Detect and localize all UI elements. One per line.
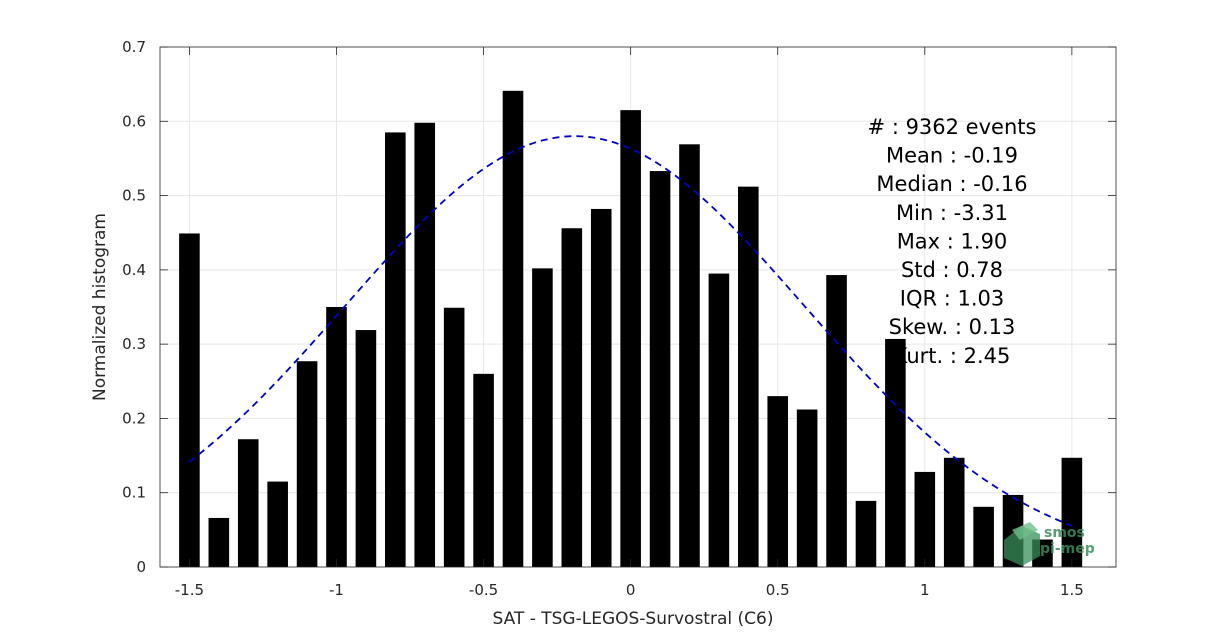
histogram-bar bbox=[385, 132, 406, 567]
x-tick-label: -1 bbox=[329, 581, 344, 599]
histogram-bar bbox=[885, 338, 906, 567]
stat-line: # : 9362 events bbox=[868, 115, 1037, 139]
logo-mark-highlight-icon bbox=[1012, 522, 1038, 540]
histogram-bar bbox=[796, 409, 818, 567]
axis-ticks: -1.5 -1 -0.5 0 0.5 1 1.5 0 0.1 0.2 0.3 0.4 0.5 0.6 0.7 bbox=[122, 38, 1116, 599]
stat-line: Min : -3.31 bbox=[896, 201, 1008, 225]
logo-text-top: smos bbox=[1044, 525, 1085, 541]
histogram-bar bbox=[620, 110, 641, 568]
histogram-bar bbox=[443, 307, 465, 567]
x-tick-label: 1.5 bbox=[1060, 581, 1084, 599]
x-tick-label: 0 bbox=[626, 581, 636, 599]
stats-box: # : 9362 events Mean : -0.19 Median : -0.1… bbox=[868, 115, 1037, 368]
histogram-bar bbox=[414, 122, 436, 568]
y-tick-label: 0 bbox=[136, 558, 146, 576]
histogram-bar bbox=[943, 457, 965, 567]
histogram-bar bbox=[355, 330, 377, 567]
histogram-bar bbox=[179, 233, 200, 567]
y-tick-label: 0.4 bbox=[122, 261, 146, 279]
y-tick-label: 0.3 bbox=[122, 335, 146, 353]
histogram-bar bbox=[914, 471, 936, 567]
stat-line: Std : 0.78 bbox=[901, 258, 1003, 282]
stat-line: Skew. : 0.13 bbox=[889, 315, 1016, 339]
x-tick-label: -0.5 bbox=[469, 581, 498, 599]
stat-line: Kurt. : 2.45 bbox=[894, 344, 1011, 368]
stat-line: IQR : 1.03 bbox=[900, 287, 1005, 311]
histogram-bar bbox=[855, 500, 877, 567]
histogram-bar bbox=[679, 144, 700, 568]
histogram-bar bbox=[473, 373, 494, 567]
histogram-bar bbox=[826, 275, 847, 567]
logo-mark-icon bbox=[1004, 526, 1040, 566]
normal-fit-curve bbox=[188, 135, 1073, 527]
histogram-bar bbox=[973, 506, 994, 567]
histogram-bar bbox=[237, 439, 259, 567]
bars bbox=[179, 90, 1083, 568]
stat-line: Max : 1.90 bbox=[897, 229, 1008, 253]
histogram-bar bbox=[502, 90, 524, 567]
histogram-bar bbox=[532, 268, 553, 567]
histogram-bar bbox=[649, 171, 671, 568]
y-tick-label: 0.1 bbox=[122, 484, 146, 502]
x-axis-label: SAT - TSG-LEGOS-Survostral (C6) bbox=[493, 609, 774, 629]
histogram-bar bbox=[708, 273, 730, 567]
stat-line: Mean : -0.19 bbox=[886, 144, 1018, 168]
y-tick-label: 0.2 bbox=[122, 409, 146, 427]
y-tick-label: 0.6 bbox=[122, 112, 146, 130]
histogram-bar bbox=[326, 307, 347, 567]
histogram-bar bbox=[1061, 457, 1083, 567]
histogram-bar bbox=[296, 361, 318, 567]
y-tick-label: 0.5 bbox=[122, 187, 146, 205]
histogram-bar bbox=[738, 186, 759, 567]
histogram-bar bbox=[767, 396, 789, 567]
histogram-bar bbox=[208, 517, 230, 567]
logo-text-bottom: pi-mep bbox=[1040, 541, 1095, 557]
histogram-bar bbox=[590, 208, 612, 567]
histogram-bar bbox=[561, 228, 583, 567]
x-tick-label: 1 bbox=[920, 581, 930, 599]
y-axis-label: Normalized histogram bbox=[90, 213, 110, 401]
x-tick-label: 0.5 bbox=[766, 581, 790, 599]
x-tick-label: -1.5 bbox=[175, 581, 204, 599]
y-tick-label: 0.7 bbox=[122, 38, 146, 56]
histogram-bar bbox=[267, 481, 288, 567]
stat-line: Median : -0.16 bbox=[876, 172, 1027, 196]
plot-frame bbox=[159, 46, 1117, 568]
